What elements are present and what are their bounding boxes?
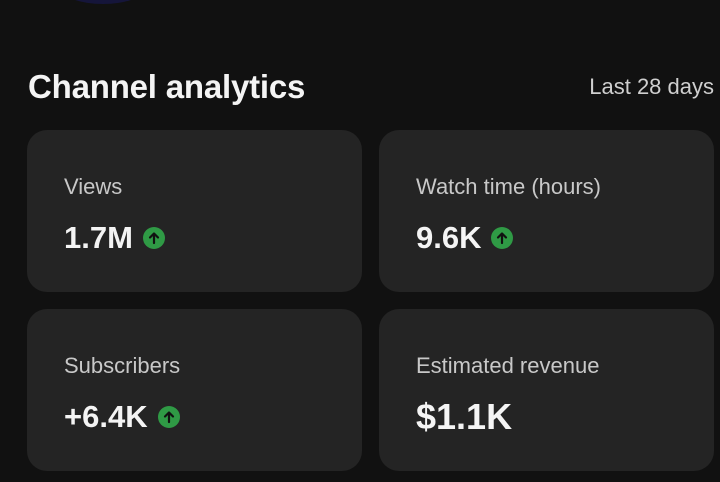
metric-card-watch-time[interactable]: Watch time (hours) 9.6K xyxy=(379,130,714,292)
metric-value-row: +6.4K xyxy=(64,399,180,435)
arrow-up-circle-icon xyxy=(491,227,514,249)
metric-card-views[interactable]: Views 1.7M xyxy=(27,130,362,292)
metric-label: Estimated revenue xyxy=(416,353,600,378)
arrow-up-circle-icon xyxy=(157,406,180,428)
metric-value-row: $1.1K xyxy=(416,396,513,437)
metric-label: Watch time (hours) xyxy=(416,174,602,199)
metric-label: Views xyxy=(64,174,123,199)
metric-card-revenue[interactable]: Estimated revenue $1.1K xyxy=(379,309,714,471)
metric-label: Subscribers xyxy=(64,353,181,378)
metric-card-subscribers[interactable]: Subscribers +6.4K xyxy=(27,309,362,471)
metric-value: 1.7M xyxy=(64,220,133,255)
section-title: Channel analytics xyxy=(28,68,306,105)
analytics-header: Channel analytics Last 28 days xyxy=(28,62,714,112)
arrow-up-circle-icon xyxy=(142,227,165,249)
channel-avatar xyxy=(62,0,144,4)
metric-value-row: 1.7M xyxy=(64,220,165,256)
date-range-selector[interactable]: Last 28 days xyxy=(589,74,714,99)
metric-value: 9.6K xyxy=(416,220,482,255)
metric-value-row: 9.6K xyxy=(416,220,514,256)
metric-value: +6.4K xyxy=(64,399,148,434)
metric-value: $1.1K xyxy=(416,396,513,437)
